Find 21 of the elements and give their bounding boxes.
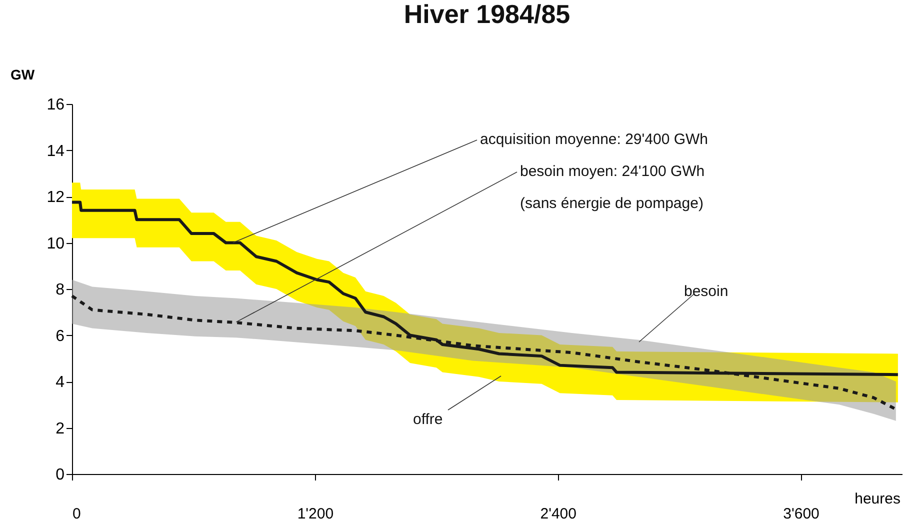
y-tick-label: 14 <box>46 142 65 160</box>
y-tick-label: 0 <box>56 466 65 484</box>
x-tick-label: 3'600 <box>783 506 820 522</box>
y-axis-title: GW <box>10 66 36 82</box>
text: besoin <box>684 283 728 300</box>
annotation: besoin moyen: 24'100 GWh <box>520 163 705 180</box>
annotation: acquisition moyenne: 29'400 GWh <box>480 131 708 148</box>
y-tick-label: 8 <box>56 282 65 298</box>
text: offre <box>413 411 443 428</box>
y-tick-label: 4 <box>56 374 65 391</box>
y-tick-label: 12 <box>46 189 65 206</box>
x-tick-label: 1'200 <box>297 506 334 522</box>
y-tick-label: 6 <box>56 328 65 345</box>
y-tick-label: 10 <box>46 235 65 252</box>
x-tick-label: 0 <box>72 506 81 522</box>
chart-title: Hiver 1984/85 <box>404 0 570 29</box>
x-tick-label: 2'400 <box>540 506 576 522</box>
y-tick-label: 16 <box>46 96 65 114</box>
y-tick-label: 2 <box>56 420 65 438</box>
annotation: (sans énergie de pompage) <box>520 195 704 212</box>
x-axis-title: heures <box>854 490 900 508</box>
